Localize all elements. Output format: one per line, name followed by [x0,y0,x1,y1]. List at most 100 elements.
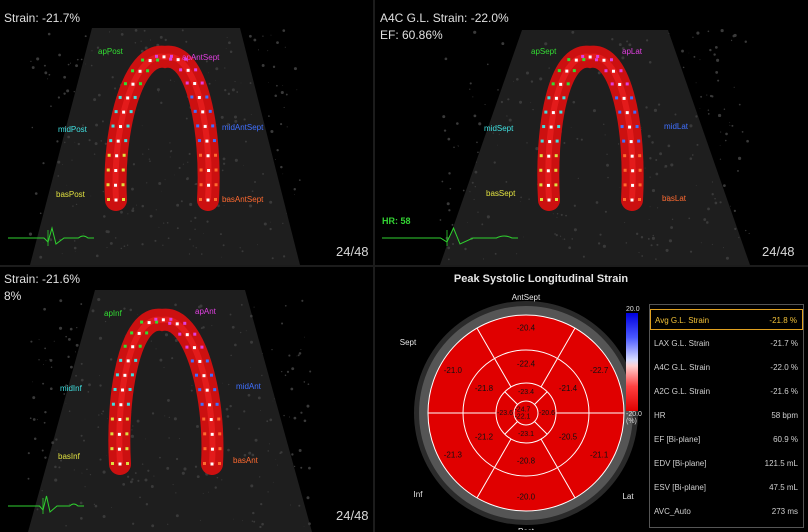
speckle [222,170,224,172]
speckle [203,493,204,494]
speckle [731,125,733,127]
speckle [87,391,89,393]
speckle [105,143,107,145]
speckle [252,190,254,192]
speckle [146,182,147,183]
speckle [276,41,279,44]
speckle [605,134,606,135]
speckle [556,234,558,236]
speckle [260,410,261,411]
speckle [448,172,450,174]
speckle [620,187,621,188]
speckle [99,375,100,376]
speckle [619,43,622,46]
speckle [258,396,261,399]
speckle [131,435,134,438]
speckle [710,95,712,97]
speckle [300,412,302,414]
tracking-point [555,97,558,100]
speckle [448,259,450,261]
speckle [598,242,600,244]
speckle [234,116,237,119]
speckle [42,490,43,491]
speckle [44,65,46,67]
tracking-point [194,68,197,71]
speckle [44,422,46,424]
speckle [228,384,229,385]
tracking-point [552,82,555,85]
speckle [669,239,672,242]
speckle [283,415,284,416]
speckle [234,344,237,347]
view-apical-4-chamber[interactable]: A4C G.L. Strain: -22.0% EF: 60.86% HR: 5… [376,0,808,265]
speckle [281,322,283,324]
speckle [194,217,196,219]
speckle [274,94,277,97]
segment-label-basal-left: basInf [58,452,80,461]
frame-counter: 24/48 [336,244,369,259]
speckle [605,211,607,213]
speckle [30,417,32,419]
speckle [731,40,732,41]
speckle [132,208,134,210]
speckle [690,157,693,160]
speckle [135,29,138,32]
speckle [37,508,39,510]
speckle [38,359,39,360]
results-row: Avg G.L. Strain -21.8 % [650,309,803,330]
tracking-point [199,198,202,201]
speckle [472,182,474,184]
tracking-point [121,388,124,391]
speckle [608,165,609,166]
speckle [232,326,235,329]
speckle [103,191,104,192]
speckle [657,207,658,208]
speckle [75,351,76,352]
tracking-point [554,183,557,186]
tracking-point [134,96,137,99]
speckle [458,145,459,146]
tracking-point [633,111,636,114]
tracking-point [550,126,553,129]
segment-value-apical: -20.6 [539,410,555,417]
tracking-point [623,97,626,100]
speckle [98,414,99,415]
speckle [286,94,288,96]
speckle [507,98,509,100]
speckle [67,136,70,139]
tracking-point [191,359,194,362]
speckle [194,229,195,230]
speckle [54,341,55,342]
tracking-point [539,169,542,172]
speckle [39,256,42,259]
speckle [224,67,225,68]
view-apical-long-axis[interactable]: Strain: -21.7% 24/48 apPost apAntSept mi… [0,0,372,265]
segment-label-basal-right: basAnt [233,456,258,465]
speckle [717,80,719,82]
speckle [716,59,719,62]
speckle [68,338,71,341]
speckle [230,355,232,357]
speckle [57,175,59,177]
tracking-point [575,59,578,62]
tracking-point [145,331,148,334]
speckle [166,467,169,470]
tracking-point [126,418,129,421]
speckle [151,341,152,342]
speckle [195,466,197,468]
speckle [648,135,651,138]
tracking-point [193,333,196,336]
speckle [220,233,222,235]
speckle [97,426,99,428]
view-apical-2-chamber[interactable]: Strain: -21.6% 8% 24/48 apInf apAnt midI… [0,268,372,532]
speckle [149,158,150,159]
speckle [58,96,60,98]
speckle [267,450,269,452]
bullseye-plot[interactable]: -20.4 -22.7 -21.1 -20.0 -21.3 -21.0 -22.4 -21.4… [396,290,656,530]
speckle [50,387,53,390]
speckle [513,81,514,82]
tracking-point [622,140,625,143]
tracking-point [139,70,142,73]
tracking-point [193,346,196,349]
results-label: EDV [Bi-plane] [654,459,706,468]
